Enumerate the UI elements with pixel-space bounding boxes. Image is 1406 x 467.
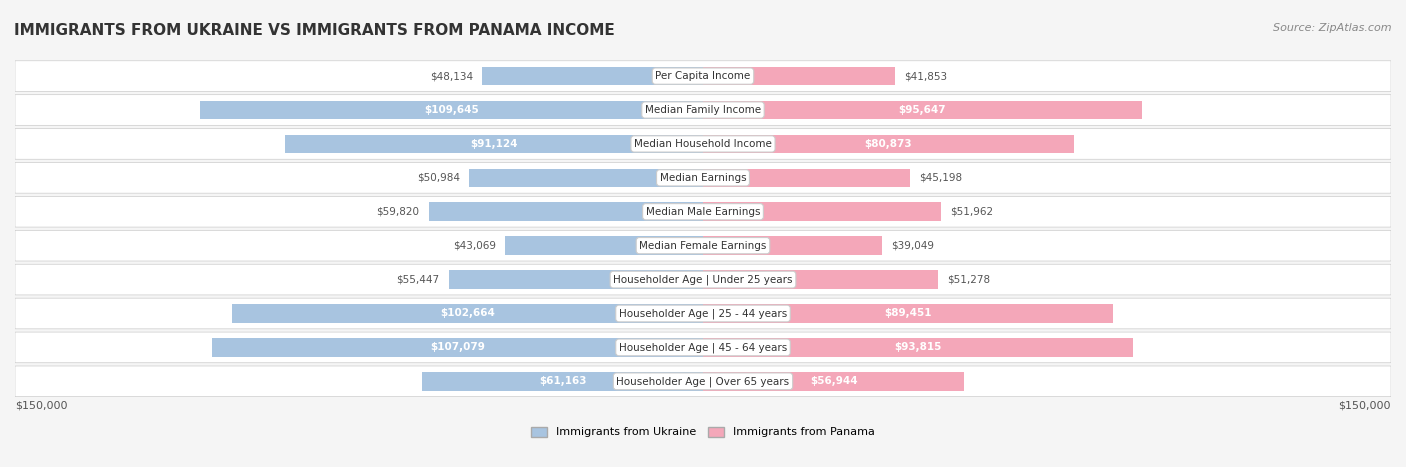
Text: $55,447: $55,447 bbox=[396, 275, 440, 284]
Text: Householder Age | 25 - 44 years: Householder Age | 25 - 44 years bbox=[619, 308, 787, 319]
Text: $93,815: $93,815 bbox=[894, 342, 942, 353]
Text: $150,000: $150,000 bbox=[15, 401, 67, 411]
Text: IMMIGRANTS FROM UKRAINE VS IMMIGRANTS FROM PANAMA INCOME: IMMIGRANTS FROM UKRAINE VS IMMIGRANTS FR… bbox=[14, 23, 614, 38]
Text: Median Household Income: Median Household Income bbox=[634, 139, 772, 149]
FancyBboxPatch shape bbox=[15, 366, 1391, 396]
Text: $109,645: $109,645 bbox=[425, 105, 479, 115]
FancyBboxPatch shape bbox=[15, 332, 1391, 363]
Text: $102,664: $102,664 bbox=[440, 309, 495, 318]
Text: Householder Age | 45 - 64 years: Householder Age | 45 - 64 years bbox=[619, 342, 787, 353]
FancyBboxPatch shape bbox=[15, 230, 1391, 261]
Bar bbox=[232, 304, 703, 323]
FancyBboxPatch shape bbox=[15, 264, 1391, 295]
Bar bbox=[703, 67, 896, 85]
Legend: Immigrants from Ukraine, Immigrants from Panama: Immigrants from Ukraine, Immigrants from… bbox=[526, 422, 880, 442]
Bar bbox=[285, 134, 703, 153]
Text: $39,049: $39,049 bbox=[891, 241, 934, 251]
Text: $51,962: $51,962 bbox=[950, 207, 994, 217]
FancyBboxPatch shape bbox=[15, 197, 1391, 227]
Bar bbox=[429, 202, 703, 221]
Text: $43,069: $43,069 bbox=[453, 241, 496, 251]
Bar bbox=[703, 202, 942, 221]
Text: $95,647: $95,647 bbox=[898, 105, 946, 115]
Bar bbox=[482, 67, 703, 85]
Bar bbox=[703, 101, 1142, 120]
Text: $45,198: $45,198 bbox=[920, 173, 963, 183]
FancyBboxPatch shape bbox=[15, 163, 1391, 193]
Text: Median Male Earnings: Median Male Earnings bbox=[645, 207, 761, 217]
Text: Median Earnings: Median Earnings bbox=[659, 173, 747, 183]
Text: $61,163: $61,163 bbox=[538, 376, 586, 386]
Text: $89,451: $89,451 bbox=[884, 309, 932, 318]
Bar bbox=[703, 236, 882, 255]
Bar bbox=[703, 169, 910, 187]
Bar bbox=[212, 338, 703, 357]
Text: Source: ZipAtlas.com: Source: ZipAtlas.com bbox=[1274, 23, 1392, 33]
Text: $48,134: $48,134 bbox=[430, 71, 472, 81]
Text: Per Capita Income: Per Capita Income bbox=[655, 71, 751, 81]
Bar bbox=[703, 338, 1133, 357]
Bar bbox=[470, 169, 703, 187]
Bar bbox=[703, 304, 1114, 323]
Text: Median Female Earnings: Median Female Earnings bbox=[640, 241, 766, 251]
Text: $59,820: $59,820 bbox=[377, 207, 419, 217]
Text: $51,278: $51,278 bbox=[948, 275, 990, 284]
Text: $107,079: $107,079 bbox=[430, 342, 485, 353]
FancyBboxPatch shape bbox=[15, 128, 1391, 159]
FancyBboxPatch shape bbox=[15, 95, 1391, 125]
Bar bbox=[200, 101, 703, 120]
Text: $41,853: $41,853 bbox=[904, 71, 948, 81]
Bar bbox=[422, 372, 703, 391]
Text: $91,124: $91,124 bbox=[470, 139, 517, 149]
FancyBboxPatch shape bbox=[15, 61, 1391, 92]
Bar bbox=[703, 270, 938, 289]
Text: Householder Age | Under 25 years: Householder Age | Under 25 years bbox=[613, 274, 793, 285]
Text: $150,000: $150,000 bbox=[1339, 401, 1391, 411]
Text: Householder Age | Over 65 years: Householder Age | Over 65 years bbox=[616, 376, 790, 387]
Text: $80,873: $80,873 bbox=[865, 139, 912, 149]
FancyBboxPatch shape bbox=[15, 298, 1391, 329]
Text: $50,984: $50,984 bbox=[418, 173, 460, 183]
Text: Median Family Income: Median Family Income bbox=[645, 105, 761, 115]
Bar bbox=[703, 134, 1074, 153]
Text: $56,944: $56,944 bbox=[810, 376, 858, 386]
Bar bbox=[505, 236, 703, 255]
Bar bbox=[703, 372, 965, 391]
Bar bbox=[449, 270, 703, 289]
